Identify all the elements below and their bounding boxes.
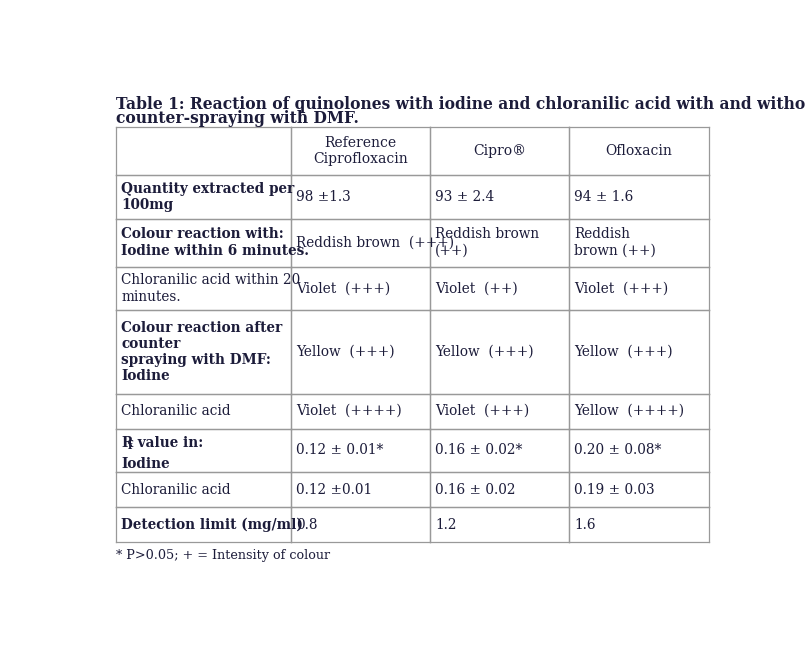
Text: 94 ± 1.6: 94 ± 1.6 (574, 190, 634, 204)
Text: 0.12 ±0.01: 0.12 ±0.01 (295, 483, 372, 497)
Text: Violet  (+++): Violet (+++) (435, 404, 529, 418)
Text: Quantity extracted per
100mg: Quantity extracted per 100mg (121, 182, 295, 212)
Text: Yellow  (++++): Yellow (++++) (574, 404, 684, 418)
Text: value in:: value in: (134, 436, 204, 450)
Text: Chloranilic acid: Chloranilic acid (121, 404, 231, 418)
Text: 0.16 ± 0.02*: 0.16 ± 0.02* (435, 444, 522, 458)
Text: Reference
Ciprofloxacin: Reference Ciprofloxacin (313, 135, 408, 165)
Text: Chloranilic acid: Chloranilic acid (121, 483, 231, 497)
Text: counter-spraying with DMF.: counter-spraying with DMF. (117, 110, 359, 127)
Text: Violet  (++): Violet (++) (435, 281, 518, 295)
Text: Cipro®: Cipro® (473, 143, 526, 157)
Text: Detection limit (mg/ml): Detection limit (mg/ml) (121, 518, 303, 532)
Text: Colour reaction with:
Iodine within 6 minutes.: Colour reaction with: Iodine within 6 mi… (121, 228, 309, 258)
Text: * P>0.05; + = Intensity of colour: * P>0.05; + = Intensity of colour (117, 549, 331, 561)
Text: f: f (127, 440, 132, 451)
Text: Yellow  (+++): Yellow (+++) (295, 345, 394, 359)
Text: Reddish
brown (++): Reddish brown (++) (574, 228, 656, 258)
Text: 1.2: 1.2 (435, 518, 456, 532)
Text: 0.19 ± 0.03: 0.19 ± 0.03 (574, 483, 654, 497)
Text: Chloranilic acid within 20
minutes.: Chloranilic acid within 20 minutes. (121, 273, 300, 304)
Text: 93 ± 2.4: 93 ± 2.4 (435, 190, 494, 204)
Text: Colour reaction after
counter
spraying with DMF:
Iodine: Colour reaction after counter spraying w… (121, 321, 283, 383)
Text: 0.16 ± 0.02: 0.16 ± 0.02 (435, 483, 515, 497)
Text: 0.8: 0.8 (295, 518, 317, 532)
Text: 1.6: 1.6 (574, 518, 596, 532)
Text: Violet  (++++): Violet (++++) (295, 404, 402, 418)
Text: 0.12 ± 0.01*: 0.12 ± 0.01* (295, 444, 383, 458)
Text: 0.20 ± 0.08*: 0.20 ± 0.08* (574, 444, 662, 458)
Text: R: R (121, 436, 132, 450)
Text: Reddish brown  (+++): Reddish brown (+++) (295, 236, 454, 250)
Text: 98 ±1.3: 98 ±1.3 (295, 190, 350, 204)
Text: Table 1: Reaction of quinolones with iodine and chloranilic acid with and withou: Table 1: Reaction of quinolones with iod… (117, 96, 805, 113)
Text: Reddish brown
(++): Reddish brown (++) (435, 228, 539, 258)
Text: Ofloxacin: Ofloxacin (605, 143, 672, 157)
Text: Yellow  (+++): Yellow (+++) (435, 345, 534, 359)
Text: Violet  (+++): Violet (+++) (574, 281, 668, 295)
Text: Violet  (+++): Violet (+++) (295, 281, 390, 295)
Text: Yellow  (+++): Yellow (+++) (574, 345, 673, 359)
Text: Iodine: Iodine (121, 457, 170, 470)
